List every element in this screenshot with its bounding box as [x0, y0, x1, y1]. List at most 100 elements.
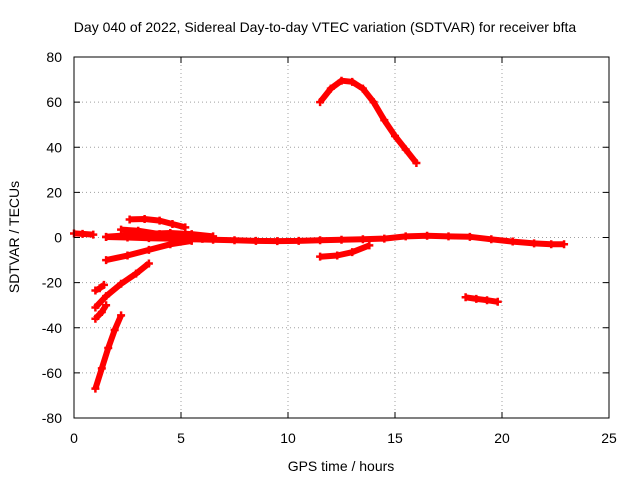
y-tick-label: 0 [54, 230, 62, 246]
data-point [316, 252, 325, 261]
x-tick-label: 10 [280, 430, 296, 446]
data-point [369, 98, 378, 107]
data-point [168, 219, 177, 228]
series-arc-11 [316, 76, 421, 168]
x-tick-label: 20 [494, 430, 510, 446]
data-point [97, 307, 106, 316]
data-point [560, 240, 569, 249]
data-point [337, 235, 346, 244]
data-point [102, 232, 111, 241]
data-point [102, 292, 111, 301]
data-point [91, 303, 100, 312]
data-point [401, 232, 410, 241]
y-tick-label: 80 [46, 49, 62, 65]
data-point [461, 293, 470, 302]
x-tick-label: 0 [70, 430, 78, 446]
data-point [91, 286, 100, 295]
data-point [95, 284, 104, 293]
data-point [316, 98, 325, 107]
data-point [483, 296, 492, 305]
data-point [530, 239, 539, 248]
series-arc-4 [117, 225, 207, 243]
data-point [99, 280, 108, 289]
data-point [97, 364, 106, 373]
data-point [166, 240, 175, 249]
data-point [110, 326, 119, 335]
data-point [78, 229, 87, 238]
data-point [547, 240, 556, 249]
data-point [117, 225, 126, 234]
data-point [487, 235, 496, 244]
data-point [140, 214, 149, 223]
data-point [102, 256, 111, 265]
axis-ticks: 0 5 10 15 20 25 -80 -60 -40 -20 0 20 40 60 80 [42, 49, 617, 446]
x-tick-label: 5 [177, 430, 185, 446]
data-point [144, 245, 153, 254]
data-point [348, 248, 357, 257]
series-line [319, 242, 371, 260]
series-arc-12 [316, 241, 374, 261]
y-tick-label: -20 [42, 275, 62, 291]
y-axis-title: SDTVAR / TECUs [6, 181, 22, 293]
data-point [132, 269, 141, 278]
y-tick-label: -80 [42, 410, 62, 426]
data-point [401, 145, 410, 154]
x-axis-title: GPS time / hours [288, 458, 395, 474]
series-arc-6 [102, 236, 196, 265]
data-point [465, 232, 474, 241]
y-tick-label: 40 [46, 139, 62, 155]
data-point [358, 84, 367, 93]
x-tick-label: 15 [387, 430, 403, 446]
data-point [117, 311, 126, 320]
data-point [508, 237, 517, 246]
data-series [70, 76, 569, 393]
data-point [380, 116, 389, 125]
data-point [155, 230, 164, 239]
data-point [134, 226, 143, 235]
x-tick-label: 25 [601, 430, 617, 446]
data-point [273, 237, 282, 246]
series-line [317, 77, 419, 165]
data-point [91, 314, 100, 323]
y-tick-label: -60 [42, 365, 62, 381]
data-point [380, 234, 389, 243]
data-point [493, 297, 502, 306]
data-point [316, 236, 325, 245]
y-tick-label: -40 [42, 320, 62, 336]
data-point [187, 236, 196, 245]
series-arc-9 [91, 301, 111, 323]
data-point [358, 235, 367, 244]
data-point [365, 241, 374, 250]
data-point [117, 279, 126, 288]
y-tick-label: 20 [46, 184, 62, 200]
data-point [155, 216, 164, 225]
data-point [326, 84, 335, 93]
data-point [91, 384, 100, 393]
data-point [230, 236, 239, 245]
series-arc-7 [91, 259, 153, 312]
data-point [294, 236, 303, 245]
series-arc-8 [91, 280, 108, 295]
data-point [472, 294, 481, 303]
data-point [348, 77, 357, 86]
data-point [333, 251, 342, 260]
data-point [181, 223, 190, 232]
data-point [104, 344, 113, 353]
data-point [123, 251, 132, 260]
data-point [209, 232, 218, 241]
data-point [412, 159, 421, 168]
data-point [144, 259, 153, 268]
data-point [391, 131, 399, 140]
series-arc-5 [125, 214, 190, 232]
data-point [89, 230, 98, 239]
data-point [102, 301, 111, 310]
chart-title: Day 040 of 2022, Sidereal Day-to-day VTE… [74, 19, 577, 35]
series-line [465, 294, 499, 305]
series-arc-13 [461, 293, 502, 306]
data-point [125, 215, 134, 224]
data-point [444, 232, 453, 241]
data-point [198, 234, 207, 243]
data-point [337, 76, 346, 85]
series-arc-10 [91, 311, 126, 393]
